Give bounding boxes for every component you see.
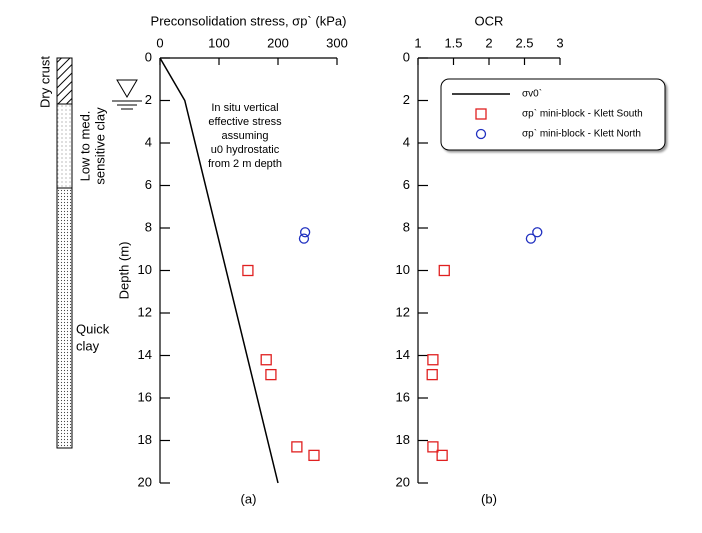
water-table bbox=[112, 79, 142, 110]
annotation: assuming bbox=[221, 130, 268, 142]
y-tick-label: 10 bbox=[396, 262, 410, 277]
marker bbox=[299, 227, 311, 238]
y-tick-label: 2 bbox=[145, 92, 152, 107]
x-tick-label: 3 bbox=[556, 35, 563, 50]
marker bbox=[291, 441, 303, 453]
y-tick-label: 18 bbox=[138, 432, 152, 447]
y-tick-label: 10 bbox=[138, 262, 152, 277]
soil-column bbox=[56, 57, 73, 449]
y-tick-label: 16 bbox=[138, 389, 152, 404]
y-tick-label: 0 bbox=[145, 49, 152, 64]
marker bbox=[532, 227, 543, 238]
y-tick-label: 6 bbox=[403, 177, 410, 192]
annotation: In situ vertical bbox=[211, 102, 278, 114]
legend-marker bbox=[475, 108, 487, 120]
x-tick-label: 300 bbox=[326, 35, 348, 50]
y-tick-label: 8 bbox=[145, 219, 152, 234]
y-tick-label: 16 bbox=[396, 389, 410, 404]
y-tick-label: 2 bbox=[403, 92, 410, 107]
legend-marker bbox=[475, 128, 487, 140]
y-tick-label: 4 bbox=[145, 134, 152, 149]
y-tick-label: 0 bbox=[403, 49, 410, 64]
marker bbox=[265, 368, 277, 381]
marker bbox=[436, 449, 448, 462]
legend-box bbox=[440, 78, 666, 151]
soil-label: Low to med. bbox=[77, 111, 92, 182]
y-tick-label: 4 bbox=[403, 134, 410, 149]
y-tick-label: 14 bbox=[138, 347, 152, 362]
x-tick-label: 100 bbox=[208, 35, 230, 50]
legend-label: σp` mini-block - Klett South bbox=[522, 108, 643, 120]
y-axis-title: Depth (m) bbox=[116, 242, 131, 300]
soil-label: sensitive clay bbox=[92, 107, 107, 185]
y-tick-label: 12 bbox=[396, 304, 410, 319]
x-axis-title: OCR bbox=[475, 13, 504, 28]
annotation: effective stress bbox=[208, 116, 282, 128]
y-tick-label: 20 bbox=[396, 474, 410, 489]
soil-label: clay bbox=[76, 338, 100, 353]
soil-label: Quick bbox=[76, 321, 110, 336]
caption: (a) bbox=[241, 491, 257, 506]
marker bbox=[426, 368, 438, 381]
marker bbox=[298, 233, 310, 244]
marker bbox=[427, 441, 439, 453]
legend-label: σv0` bbox=[522, 88, 542, 100]
marker bbox=[242, 264, 254, 277]
x-tick-label: 0 bbox=[156, 35, 163, 50]
x-tick-label: 200 bbox=[267, 35, 289, 50]
x-tick-label: 2.5 bbox=[515, 35, 533, 50]
marker bbox=[438, 264, 450, 277]
x-axis-title: Preconsolidation stress, σp` (kPa) bbox=[151, 13, 347, 28]
annotation: u0 hydrostatic bbox=[211, 144, 280, 156]
x-tick-label: 1 bbox=[414, 35, 421, 50]
marker bbox=[260, 354, 272, 366]
y-tick-label: 8 bbox=[403, 219, 410, 234]
y-tick-label: 20 bbox=[138, 474, 152, 489]
x-tick-label: 1.5 bbox=[444, 35, 462, 50]
marker bbox=[308, 449, 320, 462]
y-tick-label: 6 bbox=[145, 177, 152, 192]
marker bbox=[525, 233, 537, 244]
y-tick-label: 12 bbox=[138, 304, 152, 319]
marker bbox=[427, 354, 439, 366]
x-tick-label: 2 bbox=[485, 35, 492, 50]
legend-label: σp` mini-block - Klett North bbox=[522, 128, 641, 140]
line bbox=[159, 57, 279, 484]
soil-label: Dry crust bbox=[37, 56, 52, 108]
annotation: from 2 m depth bbox=[208, 158, 282, 170]
caption: (b) bbox=[481, 491, 497, 506]
y-tick-label: 14 bbox=[396, 347, 410, 362]
y-tick-label: 18 bbox=[396, 432, 410, 447]
